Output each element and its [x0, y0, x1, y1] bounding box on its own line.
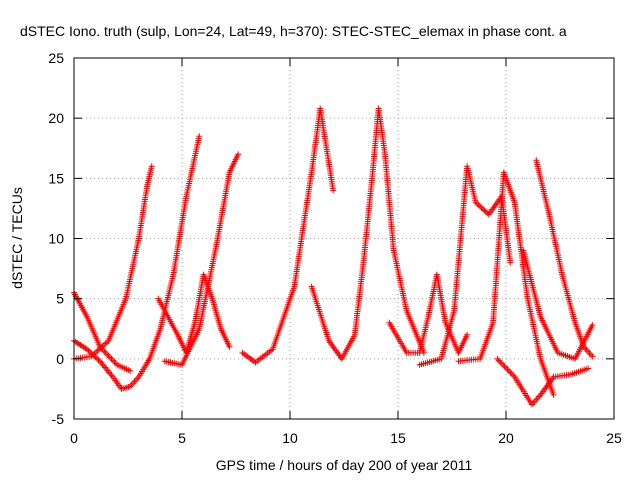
y-tick-label: 25 — [48, 50, 64, 66]
data-point — [83, 346, 90, 353]
data-series — [308, 105, 427, 362]
data-points — [71, 105, 596, 408]
x-tick-label: 20 — [498, 430, 514, 446]
data-point — [330, 187, 337, 194]
data-series — [533, 157, 596, 360]
data-series — [520, 247, 596, 362]
data-series — [455, 169, 557, 398]
data-point — [589, 353, 596, 360]
x-tick-label: 0 — [70, 430, 78, 446]
chart-title: dSTEC Iono. truth (sulp, Lon=24, Lat=49,… — [20, 23, 567, 39]
data-series — [239, 105, 337, 366]
y-tick-label: -5 — [52, 411, 65, 427]
data-point — [88, 350, 95, 357]
y-tick-label: 15 — [48, 170, 64, 186]
data-point — [481, 207, 488, 214]
data-series — [416, 163, 514, 368]
data-series — [161, 151, 242, 368]
data-series — [494, 355, 592, 408]
data-point — [95, 356, 102, 363]
data-point — [89, 351, 96, 358]
y-axis-label: dSTEC / TECUs — [9, 187, 25, 289]
y-tick-label: 20 — [48, 110, 64, 126]
data-point — [507, 259, 514, 266]
data-point — [479, 206, 486, 213]
data-point — [478, 204, 485, 211]
data-point — [148, 163, 155, 170]
data-series — [71, 289, 134, 374]
data-point — [475, 202, 482, 209]
data-point — [472, 199, 479, 206]
x-axis-label: GPS time / hours of day 200 of year 2011 — [216, 457, 473, 473]
data-point — [91, 352, 98, 359]
data-point — [550, 391, 557, 398]
data-point — [589, 322, 596, 329]
data-point — [235, 151, 242, 158]
data-point — [482, 208, 489, 215]
x-tick-label: 10 — [282, 430, 298, 446]
data-point — [196, 133, 203, 140]
y-tick-label: 0 — [56, 351, 64, 367]
data-point — [464, 331, 471, 338]
axis-ticks: 0 5 10 15 20 25 -5 0 5 10 15 20 25 — [48, 50, 622, 446]
y-tick-label: 5 — [56, 291, 64, 307]
data-point — [85, 347, 92, 354]
data-point — [92, 354, 99, 361]
data-series — [386, 271, 471, 356]
data-point — [474, 200, 481, 207]
y-tick-label: 10 — [48, 231, 64, 247]
data-point — [477, 203, 484, 210]
x-tick-label: 25 — [606, 430, 622, 446]
data-series — [71, 133, 203, 392]
x-tick-label: 5 — [178, 430, 186, 446]
data-point — [585, 365, 592, 372]
data-point — [94, 355, 101, 362]
data-point — [127, 367, 134, 374]
x-tick-label: 15 — [390, 430, 406, 446]
data-point — [86, 348, 93, 355]
data-point — [226, 343, 233, 350]
